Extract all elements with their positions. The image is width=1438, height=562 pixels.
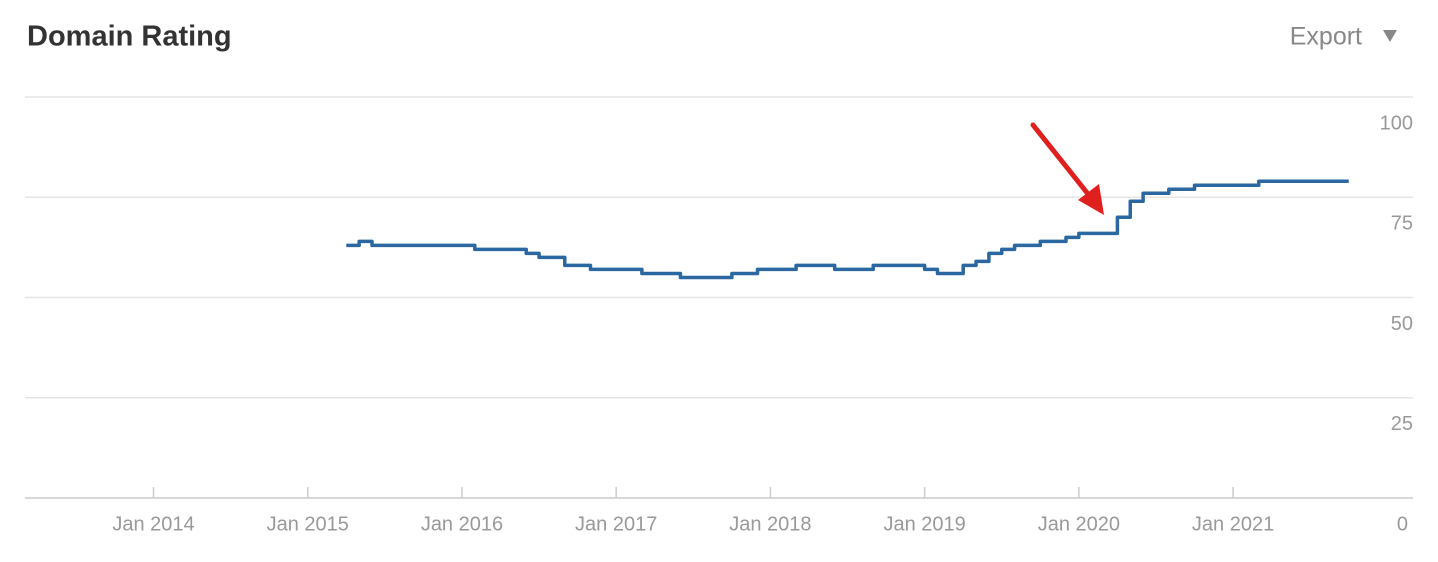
x-tick-label: Jan 2021: [1192, 513, 1274, 535]
x-tick-label: Jan 2017: [575, 513, 657, 535]
export-caret[interactable]: [1383, 30, 1397, 42]
y-tick-label: 25: [1391, 413, 1413, 435]
x-tick-label: Jan 2019: [883, 513, 965, 535]
plot: 0 25 50 75 100 Jan 2014 Jan 2015 Jan 2016 Jan 20…: [25, 96, 1413, 535]
export-button[interactable]: Export: [1290, 23, 1362, 51]
y-tick-label: 0: [1397, 513, 1408, 535]
y-tick-label: 100: [1380, 112, 1413, 134]
y-tick-label: 75: [1391, 213, 1413, 235]
x-tick-label: Jan 2015: [267, 513, 349, 535]
x-tick-label: Jan 2018: [729, 513, 811, 535]
data-line: [346, 179, 1349, 280]
chart-title: Domain Rating: [27, 21, 232, 53]
x-tick-label: Jan 2020: [1038, 513, 1120, 535]
x-tick-label: Jan 2014: [112, 513, 194, 535]
y-tick-label: 50: [1391, 313, 1413, 335]
arrow-annotation: [1030, 122, 1104, 215]
x-tick-label: Jan 2016: [421, 513, 503, 535]
